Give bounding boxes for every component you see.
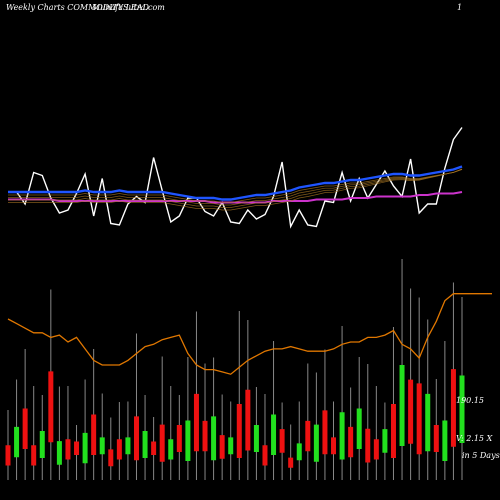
oscillator-band-line xyxy=(8,168,463,206)
volume-bar xyxy=(365,428,371,463)
volume-bar xyxy=(288,457,294,468)
volume-bar xyxy=(373,439,379,460)
volume-bar xyxy=(253,425,259,452)
oscillator-band-line xyxy=(8,168,463,208)
chart-header-left: Weekly Charts COMMODITY LEAD xyxy=(6,3,150,12)
volume-bar xyxy=(56,441,62,465)
volume-bar xyxy=(245,389,251,451)
chart-header-center: MunafaSutra.com xyxy=(91,3,165,12)
volume-bar xyxy=(408,379,414,444)
oscillator-panel xyxy=(8,127,463,229)
volume-bar xyxy=(348,426,354,458)
volume-bar xyxy=(176,425,182,452)
volume-average-line-path xyxy=(7,293,462,375)
volume-bar xyxy=(168,439,174,460)
volume-bar xyxy=(116,439,122,460)
volume-bar xyxy=(322,410,328,455)
volume-bar xyxy=(202,420,208,452)
volume-bar xyxy=(82,432,88,464)
volume-bar xyxy=(313,424,319,462)
volume-bar xyxy=(14,426,20,458)
volume-bar xyxy=(279,429,285,453)
volume-bar xyxy=(296,443,302,461)
oscillator-series-line xyxy=(8,127,463,229)
volume-bar xyxy=(22,408,28,449)
oscillator-series-line xyxy=(8,165,463,201)
chart-header-right: 1 xyxy=(457,3,462,12)
volume-bar xyxy=(433,425,439,452)
volume-bar xyxy=(151,441,157,455)
volume-bar xyxy=(99,437,105,455)
volume-bar xyxy=(228,437,234,455)
volume-ratio-label: V: 2.15 X xyxy=(456,434,493,443)
volume-average-line xyxy=(7,293,492,375)
volume-bar xyxy=(39,431,45,458)
volume-bar xyxy=(236,404,242,458)
volume-bar xyxy=(416,383,422,455)
price-label: 190.15 xyxy=(456,396,484,405)
volume-bar xyxy=(262,445,268,466)
volume-bar xyxy=(450,369,456,447)
volume-bar xyxy=(31,445,37,466)
volume-bar xyxy=(142,431,148,458)
volume-bar xyxy=(108,449,114,467)
volume-bar xyxy=(5,445,11,466)
volume-bar xyxy=(305,420,311,452)
volume-bar xyxy=(390,404,396,458)
volume-bar xyxy=(74,441,80,455)
volume-bar xyxy=(356,408,362,449)
oscillator-band-line xyxy=(8,168,463,211)
volume-bar xyxy=(339,412,345,460)
volume-bar xyxy=(459,375,465,443)
volume-bar xyxy=(65,439,71,460)
volume-bar xyxy=(193,393,199,452)
volume-bar xyxy=(185,420,191,461)
volume-bar xyxy=(48,371,54,443)
oscillator-band-line xyxy=(8,169,463,203)
volume-bar xyxy=(442,420,448,461)
volume-bar xyxy=(219,435,225,459)
volume-bar xyxy=(382,429,388,453)
volume-bar xyxy=(125,437,131,455)
volume-bar xyxy=(271,414,277,455)
volume-bar xyxy=(399,365,405,446)
days-label: in 5 Days xyxy=(462,451,500,460)
volume-bar xyxy=(425,393,431,452)
volume-bar xyxy=(331,437,337,455)
volume-bar xyxy=(91,414,97,455)
volume-bar xyxy=(159,424,165,462)
volume-bar xyxy=(133,416,139,461)
volume-bars xyxy=(5,259,465,480)
volume-bar xyxy=(211,416,217,461)
